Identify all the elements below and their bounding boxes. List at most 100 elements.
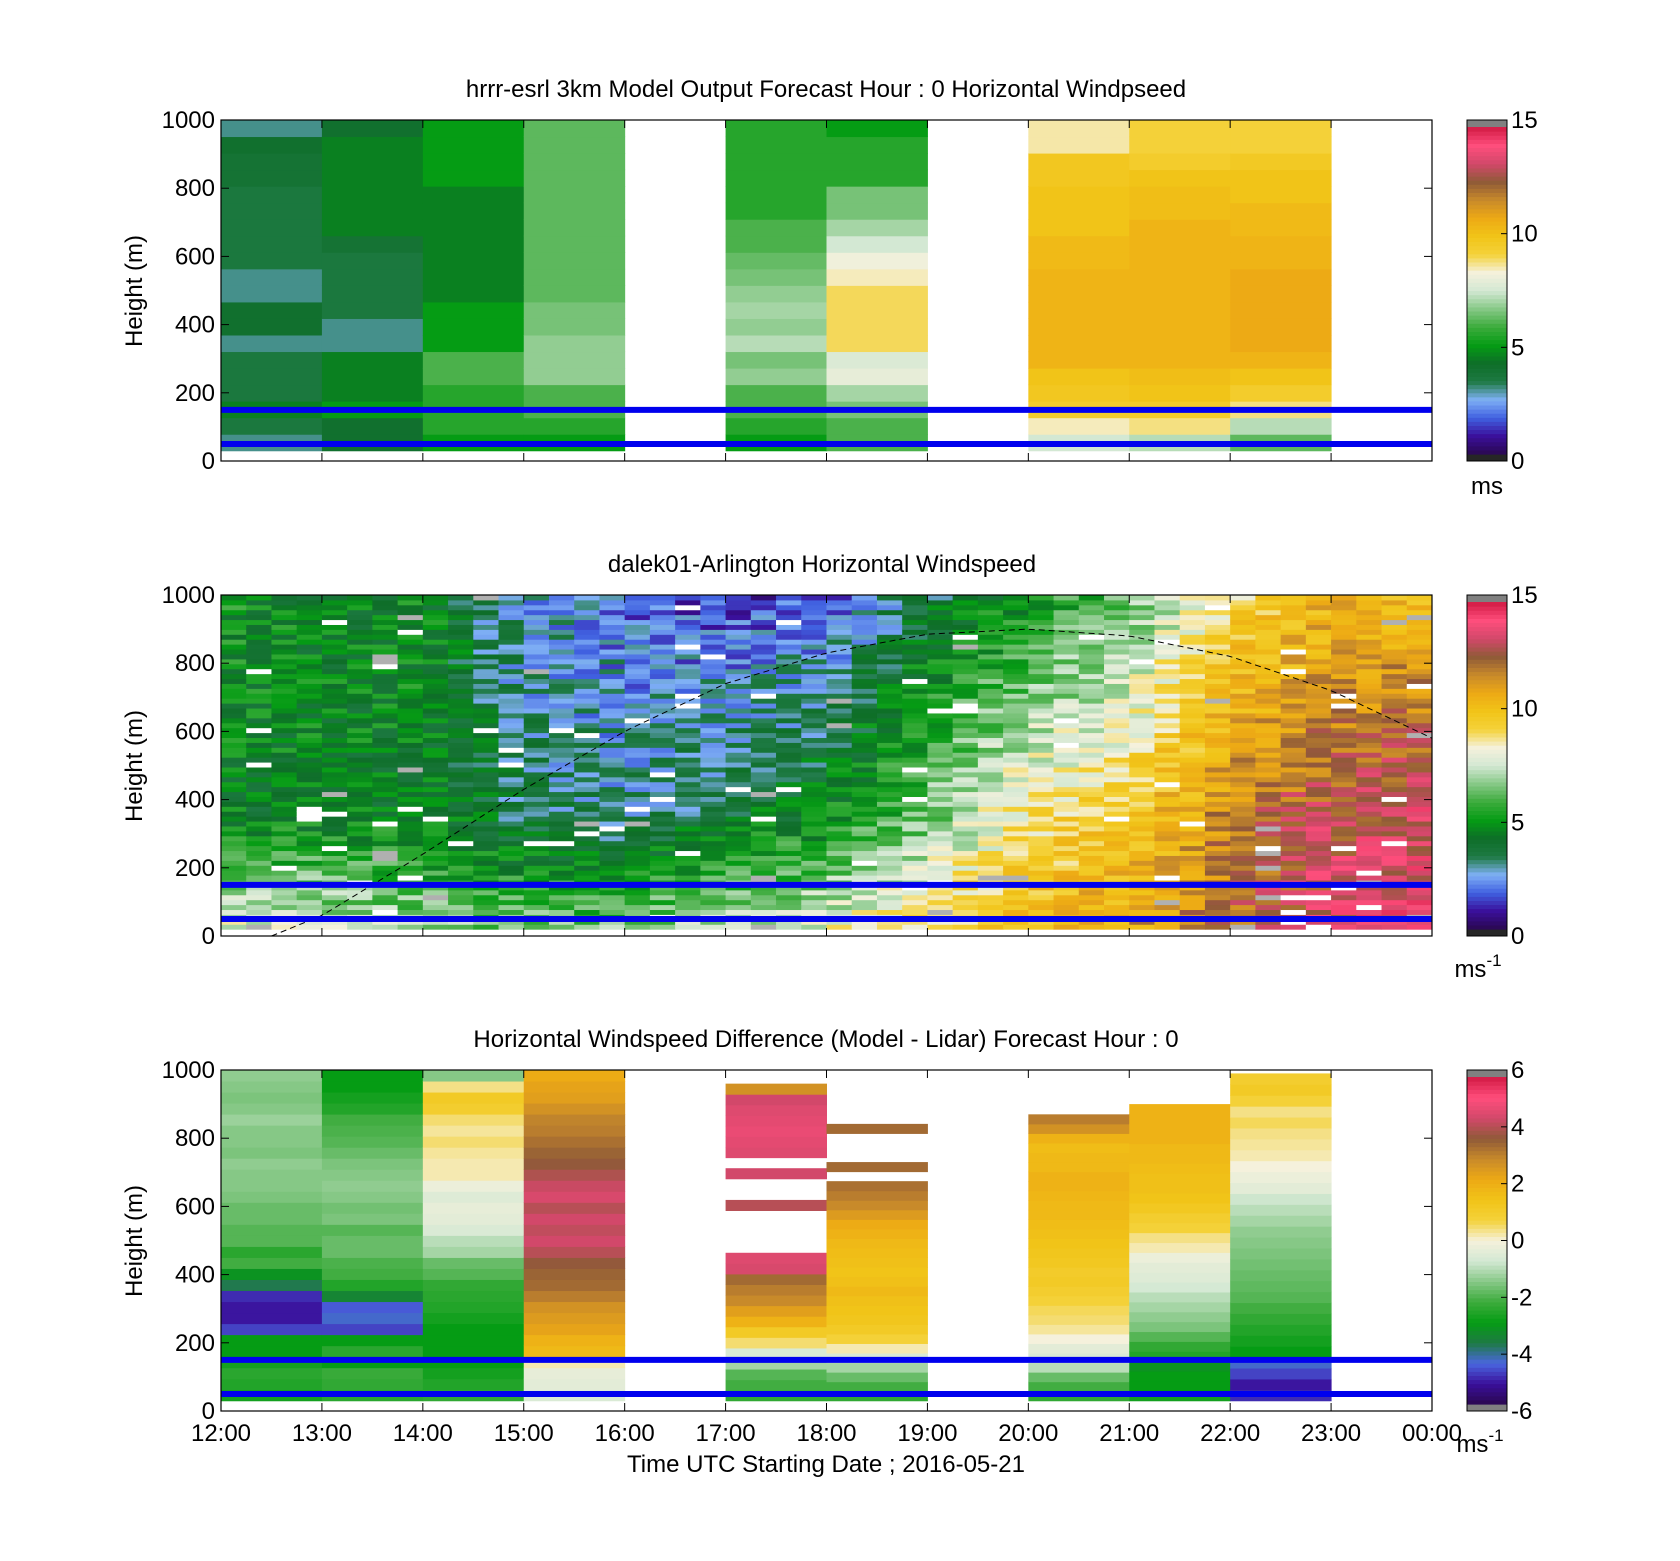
heatmap-cell: [1381, 732, 1408, 739]
heatmap-cell: [347, 806, 373, 812]
heatmap-cell: [624, 835, 651, 842]
heatmap-cell: [246, 727, 272, 734]
heatmap-cell: [1179, 924, 1206, 930]
heatmap-cell: [1129, 742, 1155, 748]
heatmap-cell: [1179, 599, 1206, 606]
heatmap-cell: [397, 776, 424, 783]
heatmap-cell: [548, 658, 575, 665]
heatmap-cell: [1331, 663, 1357, 670]
heatmap-cell: [927, 595, 954, 601]
heatmap-cell: [776, 693, 802, 699]
heatmap-cell: [826, 235, 928, 253]
heatmap-cell: [1053, 727, 1080, 734]
heatmap-cell: [1028, 120, 1130, 138]
heatmap-cell: [296, 830, 323, 837]
heatmap-cell: [902, 599, 928, 606]
heatmap-cell: [1204, 924, 1231, 930]
heatmap-cell: [624, 816, 651, 822]
heatmap-cell: [700, 649, 727, 655]
heatmap-cell: [448, 894, 474, 901]
heatmap-cell: [725, 875, 752, 881]
heatmap-cell: [448, 629, 474, 635]
heatmap-cell: [372, 870, 399, 876]
heatmap-cell: [1154, 717, 1181, 724]
colorbar-swatch: [1467, 265, 1507, 271]
heatmap-cell: [1104, 737, 1130, 743]
heatmap-cell: [1104, 899, 1130, 906]
heatmap-cell: [1003, 875, 1029, 881]
heatmap-cell: [1280, 742, 1307, 748]
heatmap-cell: [1129, 136, 1231, 154]
heatmap-cell: [599, 717, 626, 724]
heatmap-cell: [422, 1279, 525, 1292]
heatmap-cell: [296, 712, 323, 719]
heatmap-cell: [548, 752, 575, 758]
heatmap-cell: [574, 816, 600, 822]
heatmap-cell: [221, 1367, 323, 1380]
heatmap-cell: [448, 776, 474, 783]
heatmap-cell: [523, 1114, 626, 1126]
heatmap-cell: [221, 1180, 323, 1192]
heatmap-cell: [523, 757, 550, 763]
heatmap-cell: [1255, 708, 1282, 714]
heatmap-cell: [1129, 1143, 1231, 1155]
heatmap-cell: [1305, 619, 1332, 625]
colorbar-swatch: [1467, 1273, 1507, 1278]
heatmap-cell: [1129, 855, 1155, 861]
heatmap-cell: [1028, 835, 1055, 842]
heatmap-cell: [1356, 649, 1383, 655]
heatmap-cell: [422, 708, 449, 714]
heatmap-cell: [296, 762, 323, 768]
heatmap-cell: [725, 1358, 827, 1370]
heatmap-cell: [321, 186, 424, 204]
heatmap-cell: [1356, 919, 1383, 925]
heatmap-cell: [876, 688, 903, 694]
heatmap-cell: [498, 673, 525, 680]
heatmap-cell: [1129, 604, 1155, 611]
heatmap-cell: [1230, 889, 1256, 896]
heatmap-cell: [725, 1125, 827, 1137]
heatmap-cell: [826, 1123, 928, 1134]
heatmap-cell: [347, 708, 373, 714]
heatmap-cell: [1129, 629, 1155, 635]
heatmap-cell: [952, 703, 979, 709]
heatmap-cell: [1129, 1321, 1231, 1333]
heatmap-cell: [902, 806, 928, 812]
heatmap-cell: [1255, 732, 1282, 739]
heatmap-cell: [523, 727, 550, 734]
heatmap-cell: [347, 658, 373, 665]
heatmap-cell: [1230, 1193, 1332, 1205]
heatmap-cell: [725, 268, 827, 286]
heatmap-cell: [347, 727, 373, 734]
colorbar-swatch: [1467, 163, 1507, 169]
heatmap-cell: [1104, 875, 1130, 881]
heatmap-cell: [1204, 840, 1231, 847]
heatmap-cell: [548, 673, 575, 680]
heatmap-cell: [473, 653, 500, 660]
heatmap-cell: [523, 318, 626, 336]
colorbar-swatch: [1467, 355, 1507, 361]
heatmap-cell: [1028, 186, 1130, 204]
heatmap-cell: [574, 668, 600, 675]
heatmap-cell: [1230, 757, 1256, 763]
heatmap-cell: [750, 634, 777, 640]
heatmap-cell: [1204, 678, 1231, 684]
heatmap-cell: [1204, 693, 1231, 699]
heatmap-cell: [321, 865, 348, 871]
heatmap-cell: [599, 619, 626, 625]
heatmap-cell: [599, 693, 626, 699]
heatmap-cell: [397, 703, 424, 709]
heatmap-cell: [952, 599, 979, 606]
heatmap-cell: [700, 747, 727, 753]
heatmap-cell: [675, 658, 701, 665]
heatmap-cell: [448, 771, 474, 778]
heatmap-cell: [1003, 845, 1029, 852]
heatmap-cell: [826, 368, 928, 386]
heatmap-cell: [1305, 850, 1332, 856]
heatmap-cell: [1078, 698, 1105, 704]
heatmap-cell: [1179, 634, 1206, 640]
heatmap-cell: [372, 767, 399, 773]
heatmap-cell: [1331, 806, 1357, 812]
heatmap-cell: [1381, 757, 1408, 763]
heatmap-cell: [851, 673, 878, 680]
